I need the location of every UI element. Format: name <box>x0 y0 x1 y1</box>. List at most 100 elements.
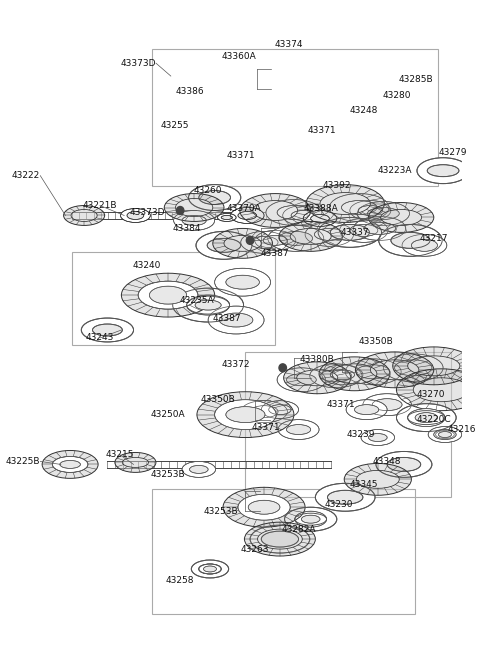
Ellipse shape <box>303 210 337 227</box>
Text: 43350B: 43350B <box>359 337 393 346</box>
Ellipse shape <box>305 223 354 246</box>
PathPatch shape <box>197 392 294 438</box>
Ellipse shape <box>238 212 257 219</box>
Ellipse shape <box>364 223 396 234</box>
Ellipse shape <box>199 191 230 204</box>
Ellipse shape <box>149 286 187 304</box>
Ellipse shape <box>199 564 221 574</box>
Text: 43373D: 43373D <box>120 59 156 67</box>
Text: 43350B: 43350B <box>200 395 235 404</box>
PathPatch shape <box>244 522 315 556</box>
Text: 43386: 43386 <box>175 86 204 96</box>
Text: 43370A: 43370A <box>227 204 262 213</box>
Ellipse shape <box>269 405 291 415</box>
Ellipse shape <box>417 158 469 183</box>
Text: 43372: 43372 <box>222 360 250 369</box>
Ellipse shape <box>369 434 387 441</box>
Ellipse shape <box>411 239 437 252</box>
Ellipse shape <box>182 215 206 225</box>
Text: 43371: 43371 <box>308 126 336 136</box>
Ellipse shape <box>438 432 452 438</box>
Ellipse shape <box>295 514 326 525</box>
Ellipse shape <box>204 566 216 572</box>
Ellipse shape <box>361 430 395 445</box>
Ellipse shape <box>327 491 363 504</box>
PathPatch shape <box>369 202 434 233</box>
Text: 43360A: 43360A <box>221 52 256 61</box>
Ellipse shape <box>219 313 253 327</box>
Text: 43235A: 43235A <box>180 295 214 305</box>
Ellipse shape <box>250 525 310 553</box>
Ellipse shape <box>208 306 264 334</box>
Ellipse shape <box>196 231 252 259</box>
Ellipse shape <box>138 281 198 309</box>
Ellipse shape <box>278 420 319 440</box>
Ellipse shape <box>217 214 236 221</box>
Ellipse shape <box>195 300 221 310</box>
Ellipse shape <box>291 210 315 221</box>
Text: 43223A: 43223A <box>378 166 412 175</box>
Ellipse shape <box>52 457 88 472</box>
Text: 43282A: 43282A <box>281 525 316 534</box>
Ellipse shape <box>238 495 290 520</box>
Ellipse shape <box>372 399 402 411</box>
Ellipse shape <box>387 457 420 472</box>
Ellipse shape <box>434 430 456 440</box>
Ellipse shape <box>318 217 382 248</box>
Text: 43220C: 43220C <box>417 415 452 424</box>
Ellipse shape <box>287 424 311 434</box>
Ellipse shape <box>261 401 299 419</box>
Ellipse shape <box>283 206 324 225</box>
Ellipse shape <box>311 214 329 223</box>
Ellipse shape <box>287 374 316 386</box>
Ellipse shape <box>436 430 454 439</box>
Text: 43392: 43392 <box>323 181 351 190</box>
Ellipse shape <box>241 231 288 253</box>
Text: 43388A: 43388A <box>303 204 338 213</box>
Ellipse shape <box>268 225 324 252</box>
Ellipse shape <box>346 400 387 420</box>
Ellipse shape <box>81 318 133 342</box>
Ellipse shape <box>277 206 311 219</box>
Text: 43248: 43248 <box>350 106 378 115</box>
PathPatch shape <box>306 185 384 223</box>
Ellipse shape <box>396 403 456 432</box>
Ellipse shape <box>357 202 409 225</box>
PathPatch shape <box>213 229 273 258</box>
Ellipse shape <box>350 225 378 236</box>
Text: 43240: 43240 <box>132 261 161 270</box>
Ellipse shape <box>187 295 229 315</box>
Ellipse shape <box>241 401 288 422</box>
Circle shape <box>246 236 254 244</box>
Text: 43239: 43239 <box>347 430 375 439</box>
Ellipse shape <box>368 208 399 219</box>
PathPatch shape <box>393 347 475 384</box>
Text: 43373D: 43373D <box>130 208 165 217</box>
Ellipse shape <box>322 365 363 384</box>
Ellipse shape <box>408 409 445 426</box>
Ellipse shape <box>263 235 288 246</box>
Ellipse shape <box>230 208 264 223</box>
Ellipse shape <box>345 359 401 384</box>
Text: 43217: 43217 <box>420 234 448 243</box>
Text: 43250A: 43250A <box>151 410 185 419</box>
Text: 43380B: 43380B <box>300 356 334 364</box>
Ellipse shape <box>358 206 383 215</box>
PathPatch shape <box>319 357 390 391</box>
PathPatch shape <box>42 451 98 478</box>
Ellipse shape <box>93 324 122 336</box>
PathPatch shape <box>284 362 351 394</box>
Ellipse shape <box>207 238 241 252</box>
Text: 43371: 43371 <box>326 400 355 409</box>
Ellipse shape <box>329 194 389 221</box>
Ellipse shape <box>320 370 352 382</box>
Ellipse shape <box>295 511 326 527</box>
Ellipse shape <box>250 236 278 248</box>
Text: 43279: 43279 <box>438 148 467 157</box>
PathPatch shape <box>121 273 215 317</box>
Ellipse shape <box>395 360 432 376</box>
Text: 43384: 43384 <box>172 224 201 233</box>
PathPatch shape <box>279 221 342 252</box>
Text: 43280: 43280 <box>383 92 411 100</box>
Text: 43285B: 43285B <box>398 75 433 84</box>
